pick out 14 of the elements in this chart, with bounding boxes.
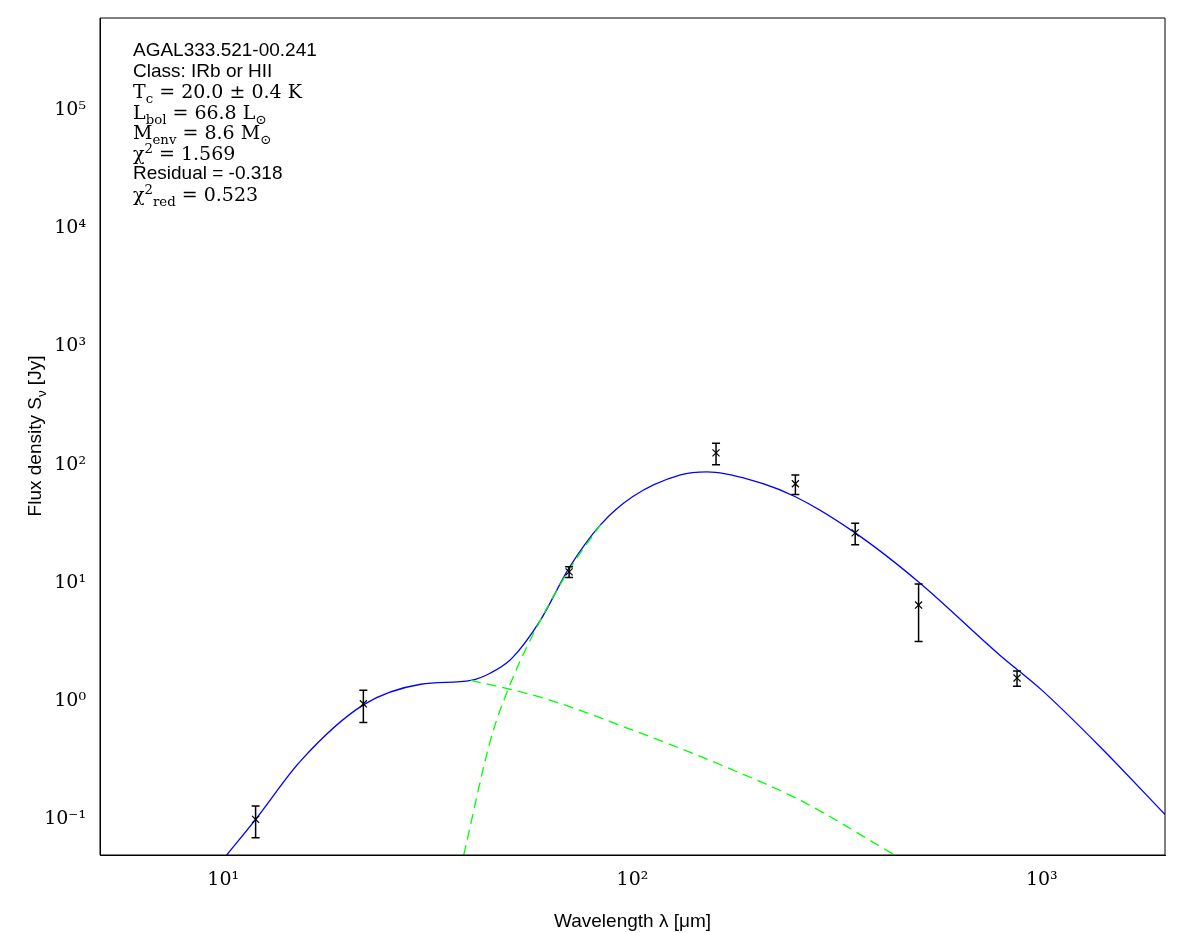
- x-axis-title: Wavelength λ [μm]: [553, 909, 712, 931]
- x-tick-label: 10¹: [207, 867, 240, 890]
- y-tick-label: 10³: [54, 333, 86, 356]
- y-tick-label: 10⁻¹: [44, 806, 86, 829]
- annotation: χ$^{2}$$_{red}$ = 0.523: [133, 181, 260, 209]
- x-tick-label: 10³: [1025, 867, 1058, 890]
- y-tick-label: 10²: [54, 451, 86, 474]
- y-tick-label: 10¹: [54, 569, 86, 592]
- annotation: AGAL333.521-00.241: [133, 39, 317, 61]
- y-tick-label: 10⁰: [54, 688, 87, 711]
- x-tick-label: 10²: [616, 867, 649, 890]
- annotation: Class: IRb or HII: [133, 59, 274, 81]
- y-tick-label: 10⁵: [54, 96, 86, 119]
- y-tick-label: 10⁴: [54, 215, 87, 238]
